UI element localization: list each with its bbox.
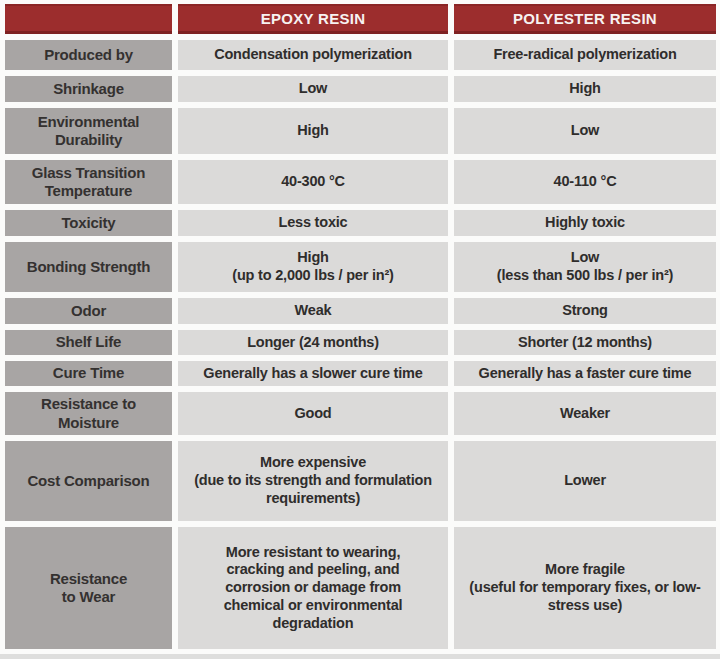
epoxy-value: Condensation polymerization <box>178 40 448 70</box>
table-row-environmental-durability: Environmental Durability High Low <box>5 108 716 154</box>
polyester-value: 40-110 °C <box>454 160 716 204</box>
table-row-cost-comparison: Cost Comparison More expensive (due to i… <box>5 441 716 521</box>
polyester-value: Shorter (12 months) <box>454 330 716 355</box>
table-row-resistance-to-wear: Resistance to Wear More resistant to wea… <box>5 527 716 649</box>
polyester-value: Strong <box>454 298 716 324</box>
polyester-value: Generally has a faster cure time <box>454 361 716 386</box>
epoxy-value: High (up to 2,000 lbs / per in²) <box>178 242 448 292</box>
polyester-value: More fragile (useful for temporary fixes… <box>454 527 716 649</box>
row-label: Resistance to Wear <box>5 527 172 649</box>
epoxy-value: Generally has a slower cure time <box>178 361 448 386</box>
resin-comparison-table: EPOXY RESIN POLYESTER RESIN Produced by … <box>0 0 720 649</box>
polyester-value: Lower <box>454 441 716 521</box>
epoxy-value: Longer (24 months) <box>178 330 448 355</box>
polyester-value: Low <box>454 108 716 154</box>
polyester-value: Highly toxic <box>454 210 716 236</box>
header-epoxy-resin: EPOXY RESIN <box>178 4 448 34</box>
table-row-odor: Odor Weak Strong <box>5 298 716 324</box>
epoxy-value: High <box>178 108 448 154</box>
epoxy-value: Less toxic <box>178 210 448 236</box>
row-label: Resistance to Moisture <box>5 392 172 435</box>
polyester-value: Weaker <box>454 392 716 435</box>
row-label: Produced by <box>5 40 172 70</box>
row-label: Cure Time <box>5 361 172 386</box>
table-row-cure-time: Cure Time Generally has a slower cure ti… <box>5 361 716 386</box>
header-corner-cell <box>5 4 172 34</box>
table-bottom-edge <box>0 654 720 659</box>
table-row-toxicity: Toxicity Less toxic Highly toxic <box>5 210 716 236</box>
row-label: Shelf Life <box>5 330 172 355</box>
row-label: Shrinkage <box>5 76 172 102</box>
table-row-shrinkage: Shrinkage Low High <box>5 76 716 102</box>
row-label: Glass Transition Temperature <box>5 160 172 204</box>
row-label: Bonding Strength <box>5 242 172 292</box>
row-label: Toxicity <box>5 210 172 236</box>
table-row-glass-transition-temperature: Glass Transition Temperature 40-300 °C 4… <box>5 160 716 204</box>
epoxy-value: More resistant to wearing, cracking and … <box>178 527 448 649</box>
table-row-shelf-life: Shelf Life Longer (24 months) Shorter (1… <box>5 330 716 355</box>
header-polyester-resin: POLYESTER RESIN <box>454 4 716 34</box>
table-row-produced-by: Produced by Condensation polymerization … <box>5 40 716 70</box>
epoxy-value: Low <box>178 76 448 102</box>
polyester-value: High <box>454 76 716 102</box>
epoxy-value: 40-300 °C <box>178 160 448 204</box>
epoxy-value: Good <box>178 392 448 435</box>
header-row: EPOXY RESIN POLYESTER RESIN <box>5 4 716 34</box>
row-label: Environmental Durability <box>5 108 172 154</box>
epoxy-value: More expensive (due to its strength and … <box>178 441 448 521</box>
table-row-resistance-to-moisture: Resistance to Moisture Good Weaker <box>5 392 716 435</box>
epoxy-value: Weak <box>178 298 448 324</box>
table-row-bonding-strength: Bonding Strength High (up to 2,000 lbs /… <box>5 242 716 292</box>
row-label: Odor <box>5 298 172 324</box>
polyester-value: Free-radical polymerization <box>454 40 716 70</box>
polyester-value: Low (less than 500 lbs / per in²) <box>454 242 716 292</box>
row-label: Cost Comparison <box>5 441 172 521</box>
